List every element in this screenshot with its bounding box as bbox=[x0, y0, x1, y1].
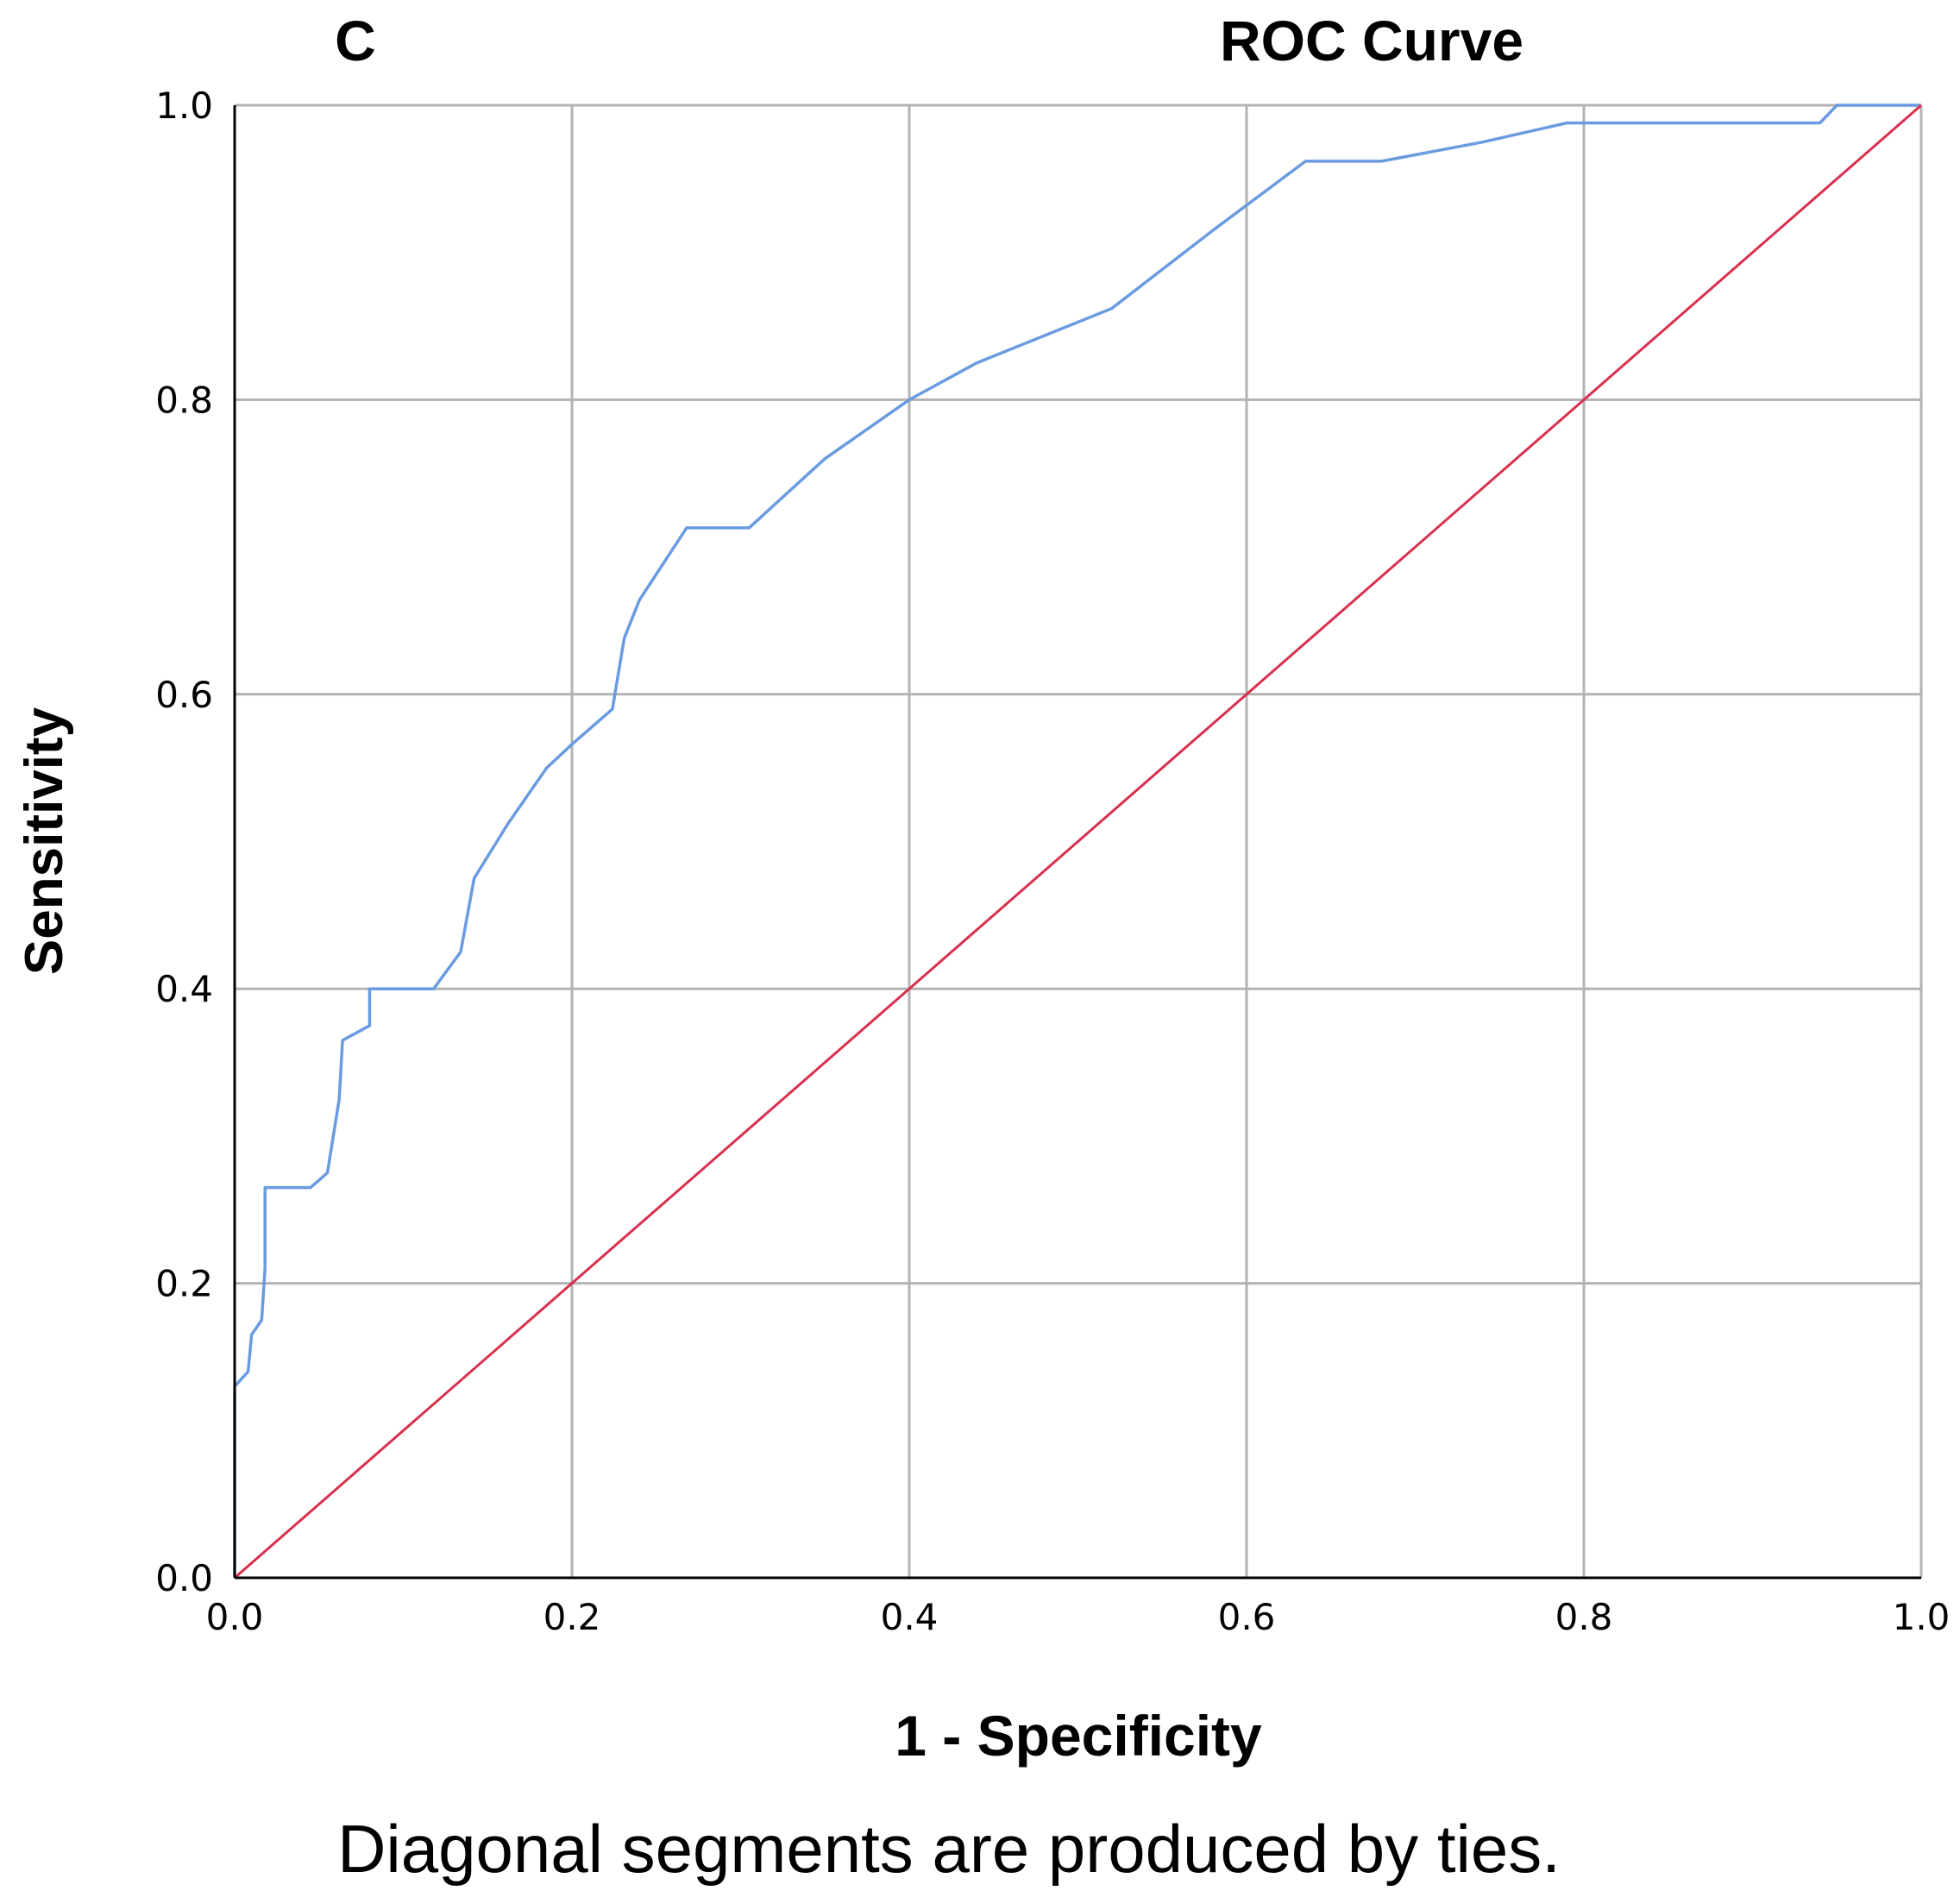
tick-labels: 0.0 0.2 0.4 0.6 0.8 1.0 0.0 0.2 0.4 0.6 0.8 1.0 bbox=[155, 85, 1950, 1638]
y-tick-label: 0.8 bbox=[155, 379, 213, 421]
x-axis-title: 1 - Specificity bbox=[895, 1704, 1262, 1768]
chart-title: ROC Curve bbox=[1220, 9, 1523, 72]
x-tick-label: 0.0 bbox=[206, 1596, 264, 1638]
panel-label: C bbox=[335, 9, 376, 72]
footnote: Diagonal segments are produced by ties. bbox=[337, 1811, 1561, 1887]
y-tick-label: 0.6 bbox=[155, 674, 213, 716]
x-tick-label: 0.8 bbox=[1555, 1596, 1613, 1638]
axes bbox=[233, 105, 1921, 1580]
x-tick-label: 0.2 bbox=[543, 1596, 601, 1638]
x-tick-label: 0.6 bbox=[1218, 1596, 1276, 1638]
roc-curve-line bbox=[233, 104, 1921, 1578]
plot-series bbox=[233, 104, 1922, 1580]
y-tick-label: 0.0 bbox=[155, 1557, 213, 1599]
grid-lines bbox=[235, 104, 1923, 1578]
y-tick-label: 1.0 bbox=[155, 85, 213, 127]
reference-diagonal-line bbox=[234, 104, 1922, 1580]
y-tick-label: 0.4 bbox=[155, 968, 213, 1010]
x-tick-label: 1.0 bbox=[1893, 1596, 1951, 1638]
y-axis-title: Sensitivity bbox=[15, 707, 74, 975]
y-tick-label: 0.2 bbox=[155, 1263, 213, 1305]
x-tick-label: 0.4 bbox=[881, 1596, 939, 1638]
